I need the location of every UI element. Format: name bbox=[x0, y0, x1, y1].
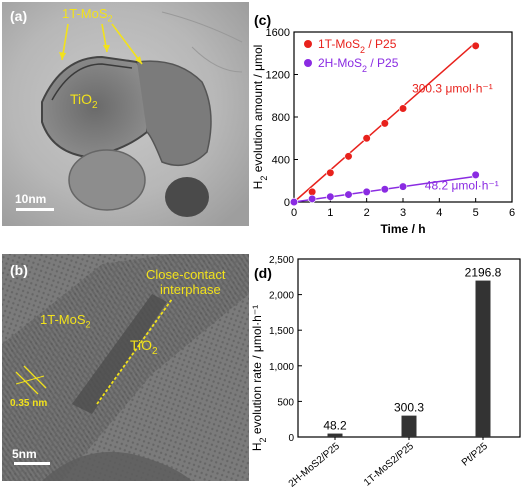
data-point-0-5 bbox=[380, 119, 389, 128]
y-axis-label-d: H2 evolution rate / μmol·h⁻¹ bbox=[250, 305, 268, 451]
legend-marker-0 bbox=[304, 40, 312, 48]
scale-label-a: 10nm bbox=[15, 192, 47, 206]
scale-label-b: 5nm bbox=[12, 447, 37, 461]
tem-image-b bbox=[2, 254, 249, 481]
y-tick-label-c-2: 800 bbox=[272, 112, 290, 124]
data-point-0-7 bbox=[471, 41, 480, 50]
y-tick-label-c-0: 0 bbox=[284, 197, 290, 209]
data-point-1-0 bbox=[289, 197, 299, 207]
annotation-a-mos2: 1T-MoS2 bbox=[62, 7, 113, 24]
annotation-b-tio2: TiO2 bbox=[130, 338, 158, 357]
annotation-b-interphase-1: Close-contact bbox=[146, 267, 226, 282]
panel-label-b: (b) bbox=[10, 262, 28, 278]
data-point-1-7 bbox=[471, 170, 480, 180]
arrow-a-3 bbox=[111, 23, 143, 65]
legend-marker-1 bbox=[304, 59, 312, 67]
x-tick-label-c-6: 6 bbox=[509, 207, 515, 219]
legend-label-1: 2H-MoS2 / P25 bbox=[318, 56, 399, 74]
bar-value-label-1: 300.3 bbox=[394, 401, 424, 415]
bar-2 bbox=[475, 280, 491, 437]
y-tick-label-d-2: 1,000 bbox=[269, 362, 294, 373]
data-point-0-4 bbox=[362, 134, 371, 143]
panel-label-c: (c) bbox=[254, 12, 272, 28]
data-point-1-4 bbox=[362, 187, 371, 197]
data-point-0-2 bbox=[326, 168, 335, 177]
bar-value-label-0: 48.2 bbox=[323, 419, 347, 433]
x-tick-label-d-1: 1T-MoS2/P25 bbox=[362, 441, 416, 489]
annotation-b-mos2-text: 1T-MoS bbox=[40, 312, 86, 327]
annotation-b-spacing: 0.35 nm bbox=[10, 398, 48, 409]
data-point-0-6 bbox=[398, 104, 408, 113]
y-tick-label-d-0: 0 bbox=[288, 433, 294, 444]
chart-c: 0 1 2 3 4 5 6 0 400 800 1200 1600 Time / h H2 evoluti… bbox=[251, 27, 515, 236]
annotation-b-tio2-sub: 2 bbox=[152, 345, 158, 357]
tem-image-a-graphic bbox=[2, 2, 249, 226]
data-point-1-5 bbox=[380, 185, 389, 194]
data-point-1-6 bbox=[398, 182, 408, 191]
y-tick-label-c-1: 400 bbox=[272, 155, 290, 167]
annotation-a-tio2-sub: 2 bbox=[92, 99, 98, 111]
annotation-a-tio2-text: TiO bbox=[70, 91, 93, 107]
interphase-line bbox=[96, 298, 173, 405]
panel-label-d: (d) bbox=[254, 265, 272, 281]
spacing-marker-1 bbox=[15, 371, 39, 395]
y-tick-label-d-1: 500 bbox=[277, 397, 294, 408]
bar-0 bbox=[327, 433, 343, 437]
y-tick-label-d-5: 2,500 bbox=[269, 255, 294, 266]
x-tick-label-c-4: 4 bbox=[436, 207, 442, 219]
annotation-a-tio2: TiO2 bbox=[70, 92, 98, 111]
y-tick-label-d-3: 1,500 bbox=[269, 326, 294, 337]
y-tick-label-d-4: 2,000 bbox=[269, 291, 294, 302]
annotation-a-mos2-text: 1T-MoS bbox=[62, 6, 108, 21]
y-tick-label-c-4: 1600 bbox=[266, 27, 290, 39]
x-tick-label-c-0: 0 bbox=[291, 207, 297, 219]
x-tick-label-d-2: Pt/P25 bbox=[460, 441, 490, 469]
fit-label-1t: 300.3 μmol·h⁻¹ bbox=[412, 82, 493, 96]
data-point-0-1 bbox=[308, 187, 317, 197]
data-point-0-3 bbox=[344, 152, 353, 161]
annotation-b-mos2-sub: 2 bbox=[85, 319, 91, 330]
bar-value-label-2: 2196.8 bbox=[465, 266, 502, 280]
data-point-1-1 bbox=[308, 194, 317, 203]
panel-label-a: (a) bbox=[10, 8, 28, 24]
x-tick-label-c-5: 5 bbox=[473, 207, 479, 219]
annotation-b-mos2: 1T-MoS2 bbox=[40, 313, 91, 330]
fit-label-2h: 48.2 μmol·h⁻¹ bbox=[425, 178, 499, 192]
scale-bar-a bbox=[16, 208, 54, 211]
tem-image-a bbox=[2, 2, 249, 226]
chart-d: 0 500 1,000 1,500 2,000 2,500 48.2 2H-MoS2/P25 3… bbox=[250, 255, 521, 490]
bar-1 bbox=[401, 415, 417, 437]
annotation-b-tio2-text: TiO bbox=[130, 337, 153, 353]
x-axis-label-c: Time / h bbox=[380, 222, 425, 236]
data-point-1-2 bbox=[326, 192, 335, 201]
x-tick-label-c-1: 1 bbox=[327, 207, 333, 219]
annotation-b-interphase-2: interphase bbox=[160, 282, 221, 297]
legend-label-0: 1T-MoS2 / P25 bbox=[318, 37, 397, 55]
y-axis-label-c: H2 evolution amount / μmol bbox=[251, 45, 269, 190]
spacing-marker-3 bbox=[15, 375, 45, 385]
x-tick-label-c-3: 3 bbox=[400, 207, 406, 219]
scale-bar-b bbox=[14, 462, 50, 465]
y-tick-label-c-3: 1200 bbox=[266, 70, 290, 82]
tem-image-b-graphic bbox=[2, 254, 249, 481]
x-tick-label-d-0: 2H-MoS2/P25 bbox=[287, 441, 343, 490]
x-tick-label-c-2: 2 bbox=[364, 207, 370, 219]
spacing-marker-2 bbox=[23, 365, 47, 389]
annotation-a-mos2-sub: 2 bbox=[107, 13, 113, 24]
data-point-1-3 bbox=[344, 190, 353, 199]
